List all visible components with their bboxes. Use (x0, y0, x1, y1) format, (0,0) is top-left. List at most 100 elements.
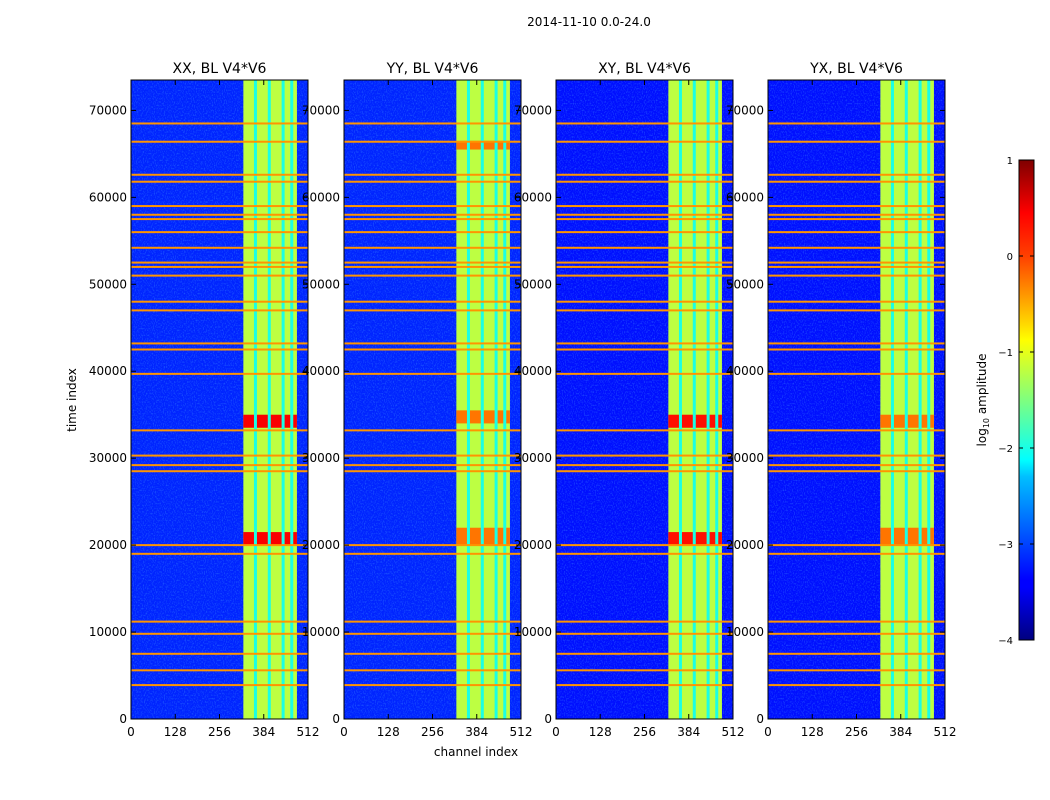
colorbar: 10−1−2−3−4 log10 amplitude (975, 156, 1035, 647)
flagged-row-line (768, 552, 945, 555)
flagged-row-line (131, 231, 308, 234)
flagged-row-line (768, 454, 945, 457)
panel-title: YY, BL V4*V6 (386, 61, 479, 77)
heatmap-panel: XY, BL V4*V6 0 128 256 384 512 0 10000 20000 3000… (514, 61, 745, 739)
flagged-row-line (556, 122, 733, 125)
y-tick-label: 20000 (89, 538, 127, 552)
x-tick-label: 128 (801, 725, 824, 739)
y-tick-label: 50000 (89, 277, 127, 291)
y-tick-label: 0 (544, 712, 552, 726)
flagged-row-line (556, 205, 733, 208)
flagged-row-line (344, 552, 521, 555)
x-tick-label: 512 (722, 725, 745, 739)
flagged-row-line (768, 342, 945, 345)
flagged-row-line (556, 173, 733, 176)
flagged-row-line (556, 180, 733, 183)
y-tick-label: 70000 (302, 103, 340, 117)
y-tick-label: 30000 (514, 451, 552, 465)
y-tick-label: 0 (756, 712, 764, 726)
y-tick-label: 10000 (89, 625, 127, 639)
flagged-row-line (768, 669, 945, 672)
channel-gap-line (290, 80, 294, 719)
channel-gap-line (466, 80, 470, 719)
flagged-row-line (131, 464, 308, 467)
flagged-row-line (556, 552, 733, 555)
y-tick-label: 60000 (726, 190, 764, 204)
channel-gap-line (480, 80, 484, 719)
flagged-row-line (131, 140, 308, 143)
flagged-row-line (131, 173, 308, 176)
flagged-row-line (131, 246, 308, 249)
y-tick-label: 50000 (302, 277, 340, 291)
flagged-row-line (131, 213, 308, 216)
flagged-row-line (131, 470, 308, 473)
flagged-row-line (556, 342, 733, 345)
flagged-row-line (131, 122, 308, 125)
flagged-row-line (131, 348, 308, 351)
flagged-row-line (768, 348, 945, 351)
flagged-row-line (131, 620, 308, 623)
y-tick-label: 60000 (514, 190, 552, 204)
y-axis-label: time index (65, 368, 79, 432)
x-tick-label: 0 (340, 725, 348, 739)
flagged-row-line (344, 470, 521, 473)
flagged-row-line (556, 274, 733, 277)
y-tick-label: 20000 (726, 538, 764, 552)
y-tick-label: 10000 (302, 625, 340, 639)
flagged-row-line (768, 205, 945, 208)
x-tick-label: 512 (510, 725, 533, 739)
flagged-row-line (344, 213, 521, 216)
y-tick-label: 10000 (726, 625, 764, 639)
channel-gap-line (918, 80, 922, 719)
flagged-row-line (131, 300, 308, 303)
flagged-row-line (131, 218, 308, 221)
flagged-row-line (556, 464, 733, 467)
flagged-row-line (768, 464, 945, 467)
flagged-row-line (131, 652, 308, 655)
flagged-row-line (344, 372, 521, 375)
flagged-row-line (131, 309, 308, 312)
y-tick-label: 40000 (89, 364, 127, 378)
flagged-row-line (131, 429, 308, 432)
colorbar-tick-label: 0 (1007, 252, 1013, 263)
flagged-row-line (556, 218, 733, 221)
colorbar-tick-label: −3 (998, 540, 1013, 551)
x-tick-label: 0 (127, 725, 135, 739)
figure-title: 2014-11-10 0.0-24.0 (527, 15, 651, 29)
colorbar-tick-label: −2 (998, 444, 1013, 455)
flagged-row-line (344, 454, 521, 457)
flagged-row-line (556, 470, 733, 473)
y-tick-label: 0 (119, 712, 127, 726)
flagged-row-line (344, 652, 521, 655)
flagged-row-line (344, 218, 521, 221)
flagged-row-line (768, 309, 945, 312)
flagged-row-line (556, 620, 733, 623)
flagged-row-line (131, 372, 308, 375)
flagged-row-line (768, 300, 945, 303)
y-tick-label: 30000 (726, 451, 764, 465)
flagged-row-line (768, 684, 945, 687)
y-tick-label: 60000 (89, 190, 127, 204)
y-tick-label: 40000 (726, 364, 764, 378)
panel-title: YX, BL V4*V6 (809, 61, 903, 77)
x-tick-label: 384 (677, 725, 700, 739)
flagged-row-line (344, 309, 521, 312)
channel-gap-line (281, 80, 285, 719)
x-tick-label: 128 (164, 725, 187, 739)
y-tick-label: 70000 (514, 103, 552, 117)
x-tick-label: 128 (589, 725, 612, 739)
x-tick-label: 128 (377, 725, 400, 739)
flagged-row-line (556, 684, 733, 687)
flagged-row-line (768, 652, 945, 655)
colorbar-tick-label: 1 (1007, 156, 1013, 167)
flagged-row-line (344, 342, 521, 345)
flagged-row-line (344, 180, 521, 183)
x-tick-label: 0 (552, 725, 560, 739)
y-tick-label: 30000 (302, 451, 340, 465)
x-tick-label: 256 (633, 725, 656, 739)
flagged-row-line (131, 274, 308, 277)
flagged-row-line (556, 213, 733, 216)
y-tick-label: 20000 (514, 538, 552, 552)
channel-gap-line (890, 80, 894, 719)
flagged-row-line (768, 544, 945, 547)
